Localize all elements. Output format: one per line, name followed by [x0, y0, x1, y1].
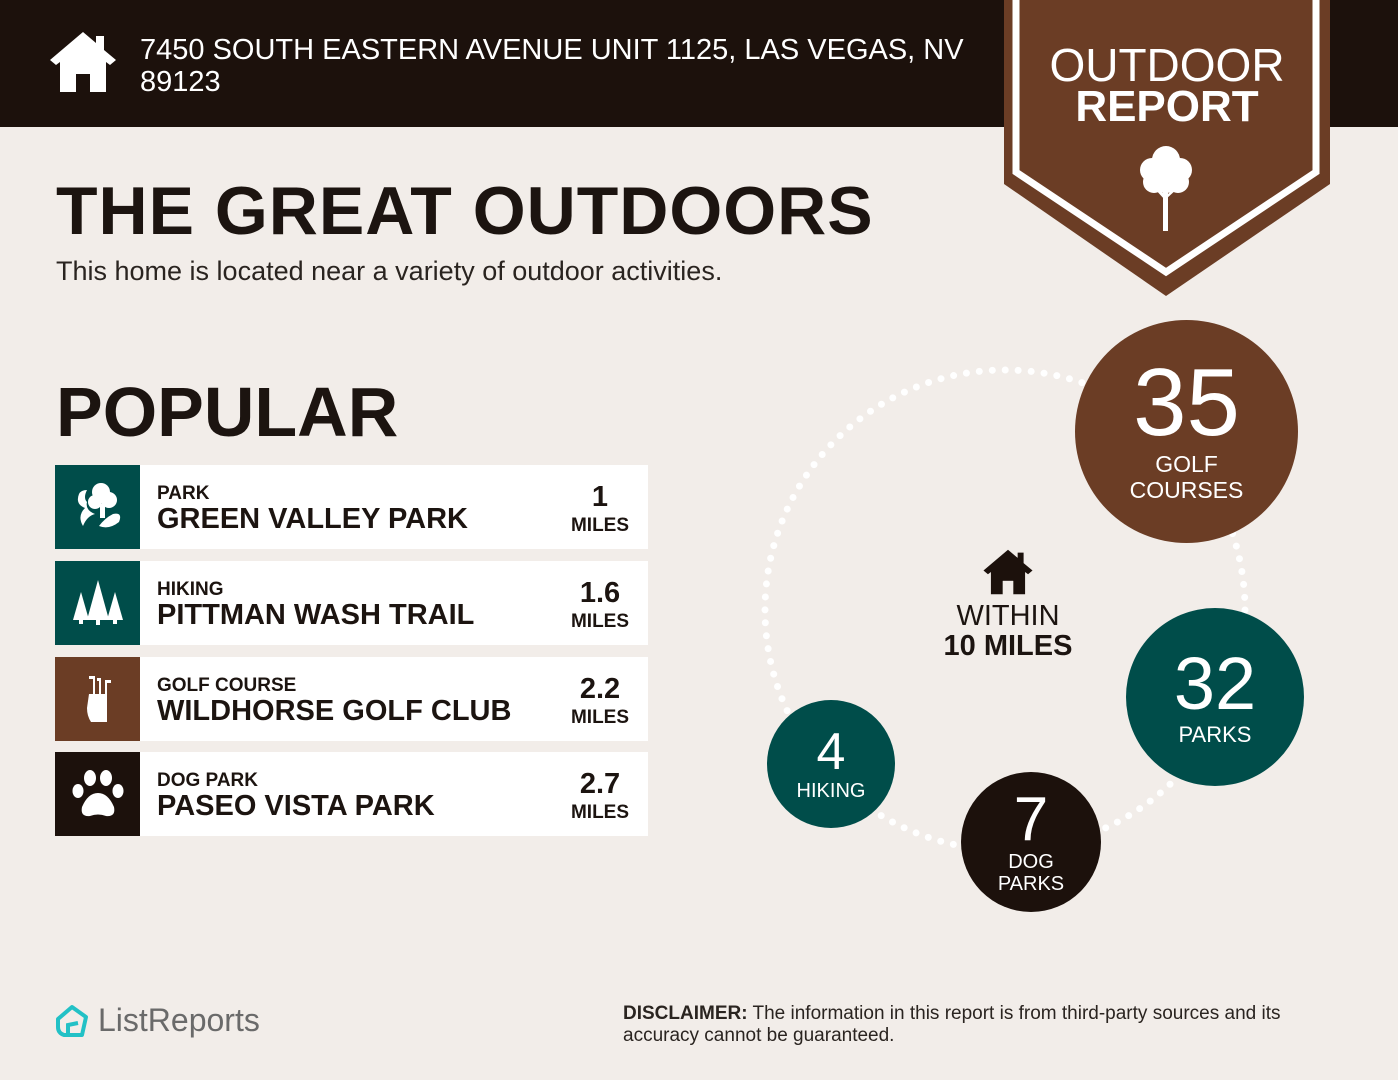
count-value: 4 — [816, 723, 846, 781]
count-label: PARKS — [1178, 722, 1252, 747]
item-name: PASEO VISTA PARK — [157, 790, 435, 822]
item-category: GOLF COURSE — [157, 675, 297, 696]
golf-courses-count: 35 GOLF COURSES — [1075, 320, 1298, 543]
radius-label: WITHIN 10 MILES — [920, 548, 1096, 661]
address: 7450 SOUTH EASTERN AVENUE UNIT 1125, LAS… — [140, 34, 964, 98]
radius-miles: 10 MILES — [943, 630, 1073, 662]
popular-item: GOLF COURSE WILDHORSE GOLF CLUB 2.2 MILE… — [55, 657, 648, 741]
item-distance: 2.2 — [579, 673, 621, 705]
outdoor-report-badge — [1004, 0, 1330, 296]
count-value: 7 — [1013, 785, 1049, 854]
item-name: GREEN VALLEY PARK — [157, 503, 468, 535]
paw-icon — [55, 752, 140, 836]
item-unit: MILES — [570, 802, 630, 823]
disclaimer-text: The information in this report is from t… — [623, 1003, 1281, 1046]
page-subtitle: This home is located near a variety of o… — [56, 256, 723, 286]
item-name: WILDHORSE GOLF CLUB — [157, 695, 512, 727]
count-label: DOG — [1008, 851, 1054, 873]
hiking-count: 4 HIKING — [767, 700, 895, 828]
home-icon — [50, 32, 116, 92]
badge-title-line1: OUTDOOR — [1049, 39, 1285, 91]
pine-trees-icon — [55, 561, 140, 645]
count-value: 35 — [1133, 348, 1240, 456]
logo-text: ListReports — [98, 1002, 260, 1038]
park-icon — [55, 465, 140, 549]
parks-count: 32 PARKS — [1126, 608, 1304, 786]
home-icon — [983, 549, 1033, 595]
disclaimer-label: DISCLAIMER: — [623, 1003, 748, 1024]
popular-item: HIKING PITTMAN WASH TRAIL 1.6 MILES — [55, 561, 648, 645]
golf-bag-icon — [55, 657, 140, 741]
popular-heading: POPULAR — [56, 373, 399, 451]
tree-icon — [1140, 146, 1192, 231]
count-label: COURSES — [1129, 476, 1244, 503]
item-unit: MILES — [570, 707, 630, 728]
item-unit: MILES — [570, 611, 630, 632]
item-name: PITTMAN WASH TRAIL — [157, 599, 475, 631]
logo-house-icon — [56, 1004, 88, 1037]
item-category: HIKING — [157, 579, 224, 600]
item-distance: 2.7 — [579, 768, 621, 800]
count-label: PARKS — [997, 873, 1065, 895]
item-category: DOG PARK — [157, 770, 258, 791]
listreports-logo: ListReports — [54, 1002, 260, 1039]
dog-parks-count: 7 DOG PARKS — [961, 772, 1101, 912]
count-label: GOLF — [1155, 450, 1218, 477]
page-title: THE GREAT OUTDOORS — [56, 173, 874, 249]
count-value: 32 — [1173, 642, 1257, 725]
disclaimer: DISCLAIMER: The information in this repo… — [623, 1003, 1353, 1047]
item-distance: 1 — [591, 481, 609, 513]
item-unit: MILES — [570, 515, 630, 536]
count-label: HIKING — [796, 780, 866, 802]
within-text: WITHIN — [956, 600, 1060, 632]
badge-title-line2: REPORT — [1075, 82, 1259, 131]
popular-item: PARK GREEN VALLEY PARK 1 MILES — [55, 465, 648, 549]
item-category: PARK — [157, 483, 210, 504]
popular-item: DOG PARK PASEO VISTA PARK 2.7 MILES — [55, 752, 648, 836]
item-distance: 1.6 — [579, 577, 621, 609]
